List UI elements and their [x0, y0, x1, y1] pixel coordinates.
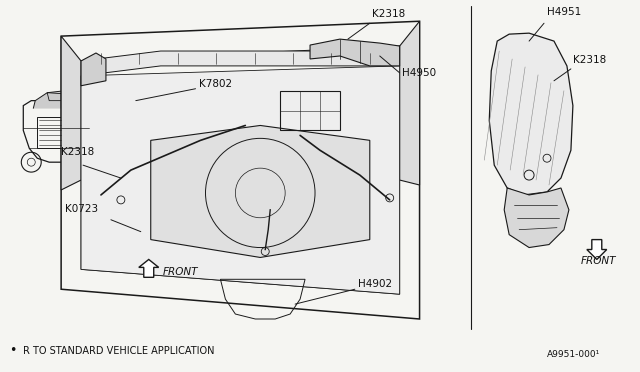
Text: K2318: K2318 [372, 9, 405, 19]
Polygon shape [504, 188, 569, 247]
Text: K2318: K2318 [573, 55, 606, 65]
Text: R TO STANDARD VEHICLE APPLICATION: R TO STANDARD VEHICLE APPLICATION [23, 346, 215, 356]
Text: FRONT: FRONT [163, 267, 198, 278]
Polygon shape [33, 91, 85, 109]
Text: A9951-000¹: A9951-000¹ [547, 350, 600, 359]
Polygon shape [81, 46, 399, 76]
Polygon shape [489, 33, 573, 195]
Polygon shape [61, 36, 81, 190]
Text: K0723: K0723 [65, 204, 98, 214]
Polygon shape [151, 125, 370, 257]
Polygon shape [310, 39, 399, 66]
Polygon shape [399, 21, 420, 185]
Text: K2318: K2318 [61, 147, 94, 157]
Polygon shape [81, 66, 399, 294]
Text: •: • [10, 344, 17, 357]
Polygon shape [587, 240, 607, 259]
Text: K7802: K7802 [198, 79, 232, 89]
Text: H4951: H4951 [547, 7, 581, 17]
Text: H4902: H4902 [358, 279, 392, 289]
Polygon shape [139, 259, 159, 277]
Polygon shape [81, 53, 106, 86]
Text: H4950: H4950 [402, 68, 436, 78]
Text: FRONT: FRONT [581, 256, 616, 266]
